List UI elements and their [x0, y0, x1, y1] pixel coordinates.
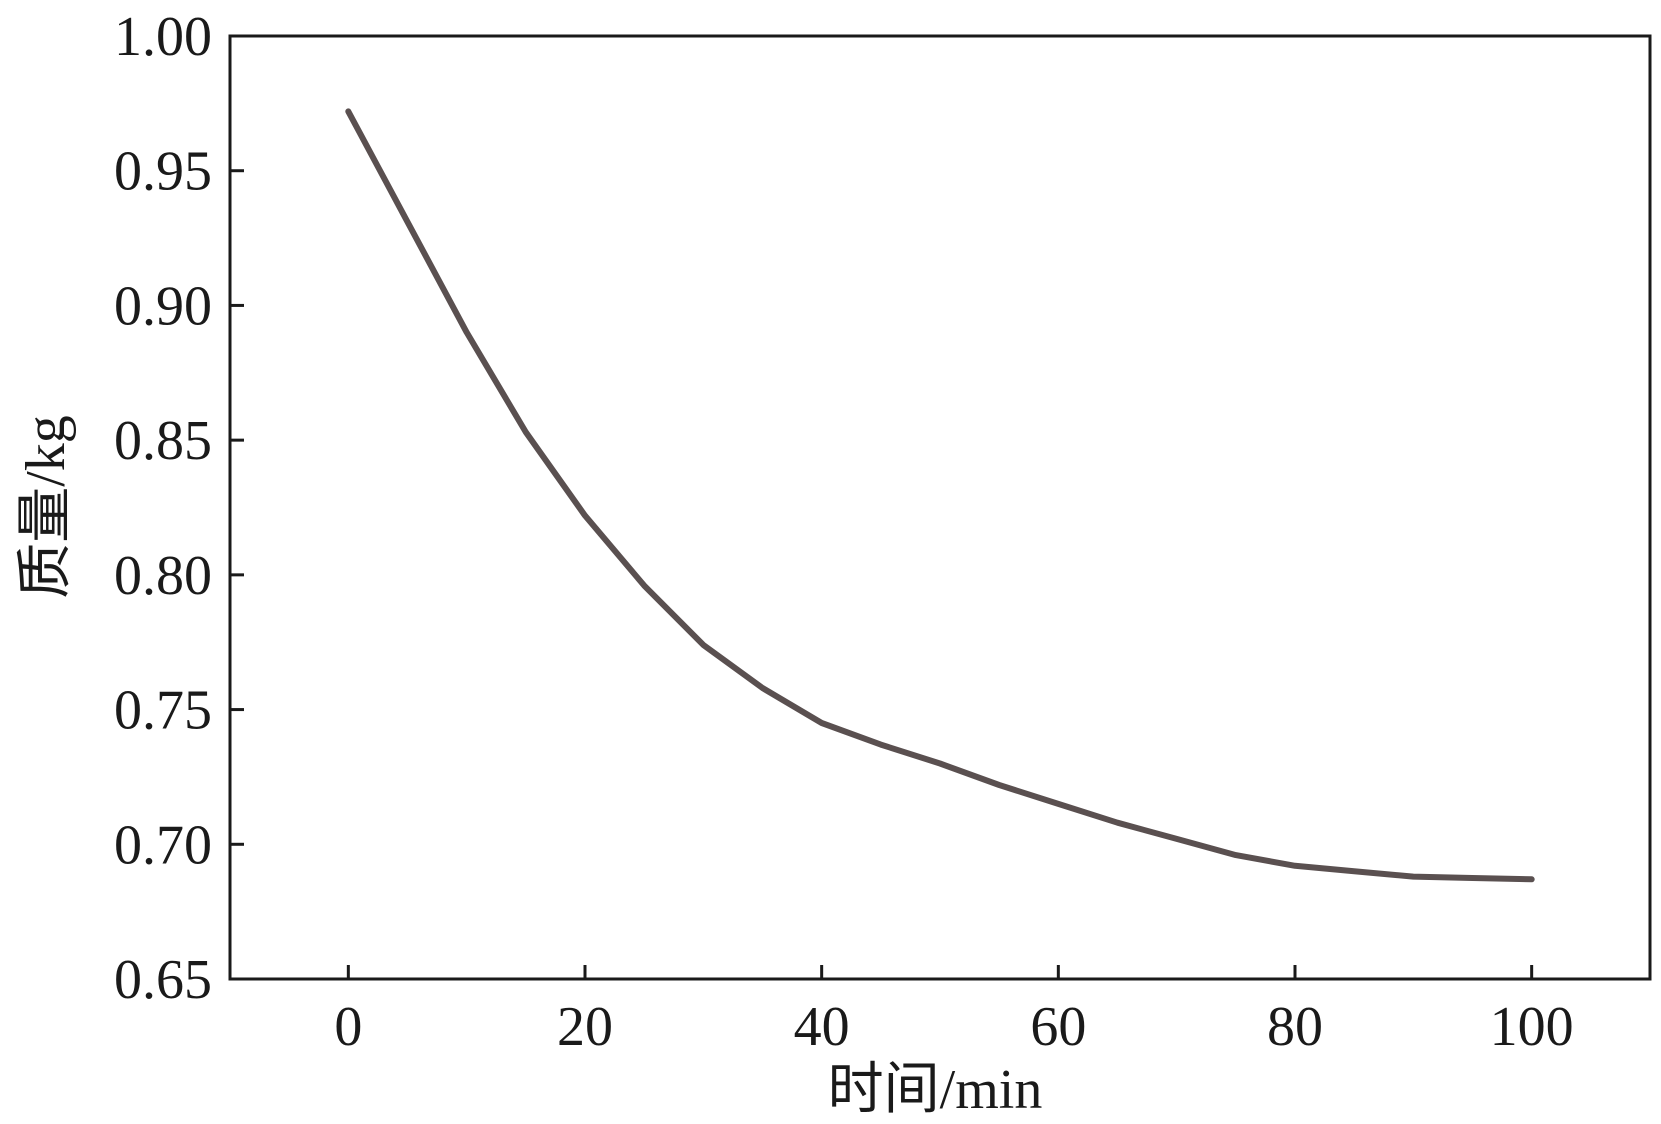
y-tick-label: 0.75 [114, 680, 212, 742]
x-tick-label: 0 [334, 996, 362, 1058]
y-tick-label: 0.65 [114, 949, 212, 1011]
x-tick-label: 20 [557, 996, 613, 1058]
series-line-1 [345, 108, 1535, 883]
x-tick-label: 60 [1030, 996, 1086, 1058]
plot-frame [228, 34, 1652, 981]
x-axis-title: 时间/min [828, 1059, 1043, 1121]
series-layer [345, 108, 1535, 883]
x-tick-label: 80 [1267, 996, 1323, 1058]
x-axis: 0 20 40 60 80 100 [334, 965, 1574, 1058]
y-tick-label: 0.70 [114, 814, 212, 876]
y-tick-label: 0.85 [114, 410, 212, 472]
x-tick-label: 40 [794, 996, 850, 1058]
x-tick-label: 100 [1490, 996, 1574, 1058]
y-tick-label: 0.80 [114, 545, 212, 607]
y-tick-label: 0.95 [114, 141, 212, 203]
y-tick-label: 0.90 [114, 275, 212, 337]
y-tick-label: 1.00 [114, 6, 212, 68]
y-axis-title: 质量/kg [15, 415, 77, 599]
y-axis: 0.65 0.70 0.75 0.80 0.85 0.90 0.95 1.00 [114, 6, 244, 1011]
